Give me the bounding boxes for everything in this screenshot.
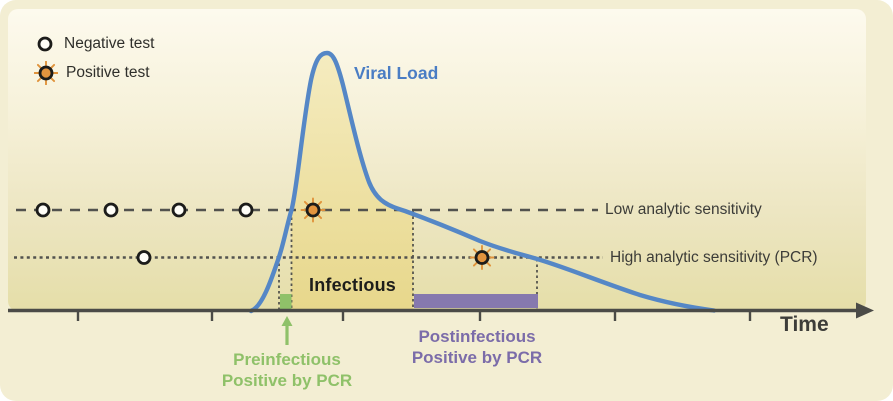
time-axis-ticks <box>76 311 752 321</box>
preinfectious-bar <box>280 294 292 310</box>
viral-load-label: Viral Load <box>354 63 439 83</box>
infectious-region-fill <box>291 53 413 310</box>
positive-test-icon <box>34 61 58 85</box>
postinfectious-label: Postinfectious Positive by PCR <box>387 326 567 368</box>
legend-item-negative: Negative test <box>34 33 154 55</box>
postinfectious-label-line1: Postinfectious <box>418 327 536 346</box>
preinfectious-label: Preinfectious Positive by PCR <box>197 349 377 391</box>
infectious-label: Infectious <box>309 275 397 295</box>
time-axis-label: Time <box>780 313 829 336</box>
negative-test-icon <box>37 36 53 52</box>
negative-test-marker <box>35 202 51 218</box>
negative-test-marker <box>103 202 119 218</box>
legend-negative-label: Negative test <box>64 35 155 52</box>
legend-positive-label: Positive test <box>66 64 150 81</box>
negative-test-marker <box>238 202 254 218</box>
viral-load-curve <box>248 50 717 314</box>
preinfectious-label-line2: Positive by PCR <box>221 371 353 390</box>
preinfectious-arrow-icon <box>281 316 293 345</box>
legend-item-positive: Positive test <box>34 61 150 85</box>
negative-test-marker <box>136 250 152 265</box>
postinfectious-label-line2: Positive by PCR <box>411 348 543 367</box>
low-sensitivity-label: Low analytic sensitivity <box>605 201 762 218</box>
high-sensitivity-label: High analytic sensitivity (PCR) <box>610 248 818 266</box>
negative-test-marker <box>171 202 187 218</box>
positive-test-marker <box>469 244 495 271</box>
time-axis-arrowhead <box>856 302 874 319</box>
postinfectious-bar <box>414 294 538 308</box>
positive-test-marker <box>300 197 326 223</box>
preinfectious-label-line1: Preinfectious <box>233 350 341 369</box>
plot-area-panel <box>8 9 866 311</box>
